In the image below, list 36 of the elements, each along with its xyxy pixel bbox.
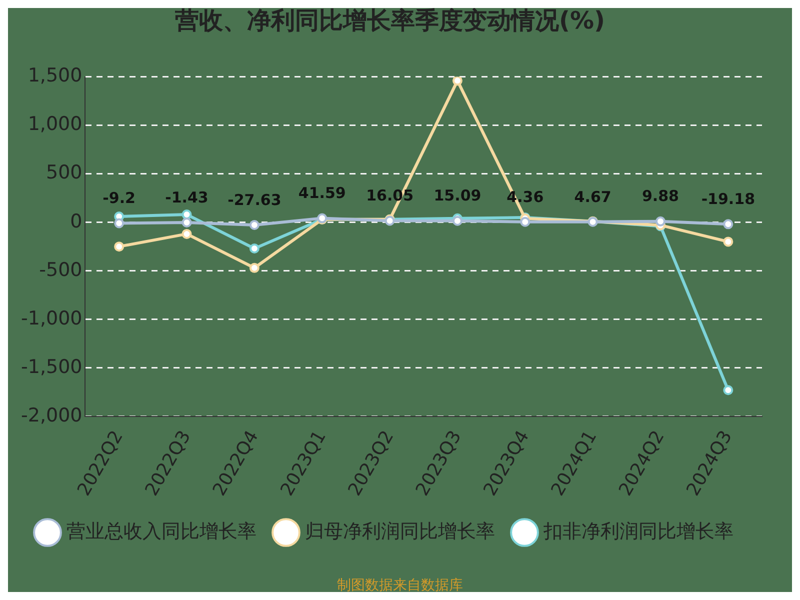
data-label: -27.63 — [228, 190, 282, 209]
point — [182, 210, 192, 220]
point — [520, 216, 530, 227]
y-tick-label: -2,000 — [21, 404, 82, 426]
legend-label: 归母净利润同比增长率 — [305, 520, 495, 542]
point — [723, 385, 734, 396]
y-tick-label: 1,500 — [28, 64, 82, 87]
text: 制图数据来自数据库 — [337, 578, 463, 594]
point — [723, 219, 734, 230]
y-tick-label: 1,000 — [28, 113, 82, 136]
point — [249, 244, 260, 254]
point — [114, 242, 124, 252]
legend-label: 扣非净利润同比增长率 — [542, 520, 734, 542]
point — [452, 76, 462, 86]
y-tick-label: -500 — [39, 258, 82, 281]
y-tick-label: -1,500 — [21, 356, 82, 378]
data-label: 15.09 — [434, 186, 482, 205]
y-tick-label: -1,000 — [21, 307, 82, 330]
point — [452, 216, 462, 226]
point — [723, 236, 734, 247]
y-tick-label: 500 — [46, 162, 82, 184]
data-label: 41.59 — [298, 184, 346, 202]
point — [655, 216, 666, 226]
data-label: -9.2 — [102, 189, 136, 208]
point — [182, 217, 192, 228]
point — [249, 262, 260, 273]
point — [249, 220, 260, 230]
y-tick-label: 0 — [70, 210, 82, 232]
point — [114, 218, 124, 228]
data-label: 9.88 — [642, 187, 679, 206]
chart-title: 营收、净利同比增长率季度变动情况(%) — [174, 6, 605, 35]
data-label: -1.43 — [165, 188, 208, 206]
point — [182, 228, 192, 239]
data-label: -19.18 — [701, 190, 755, 208]
data-label: 4.67 — [574, 188, 612, 206]
legend-label: 营业总收入同比增长率 — [66, 520, 256, 542]
